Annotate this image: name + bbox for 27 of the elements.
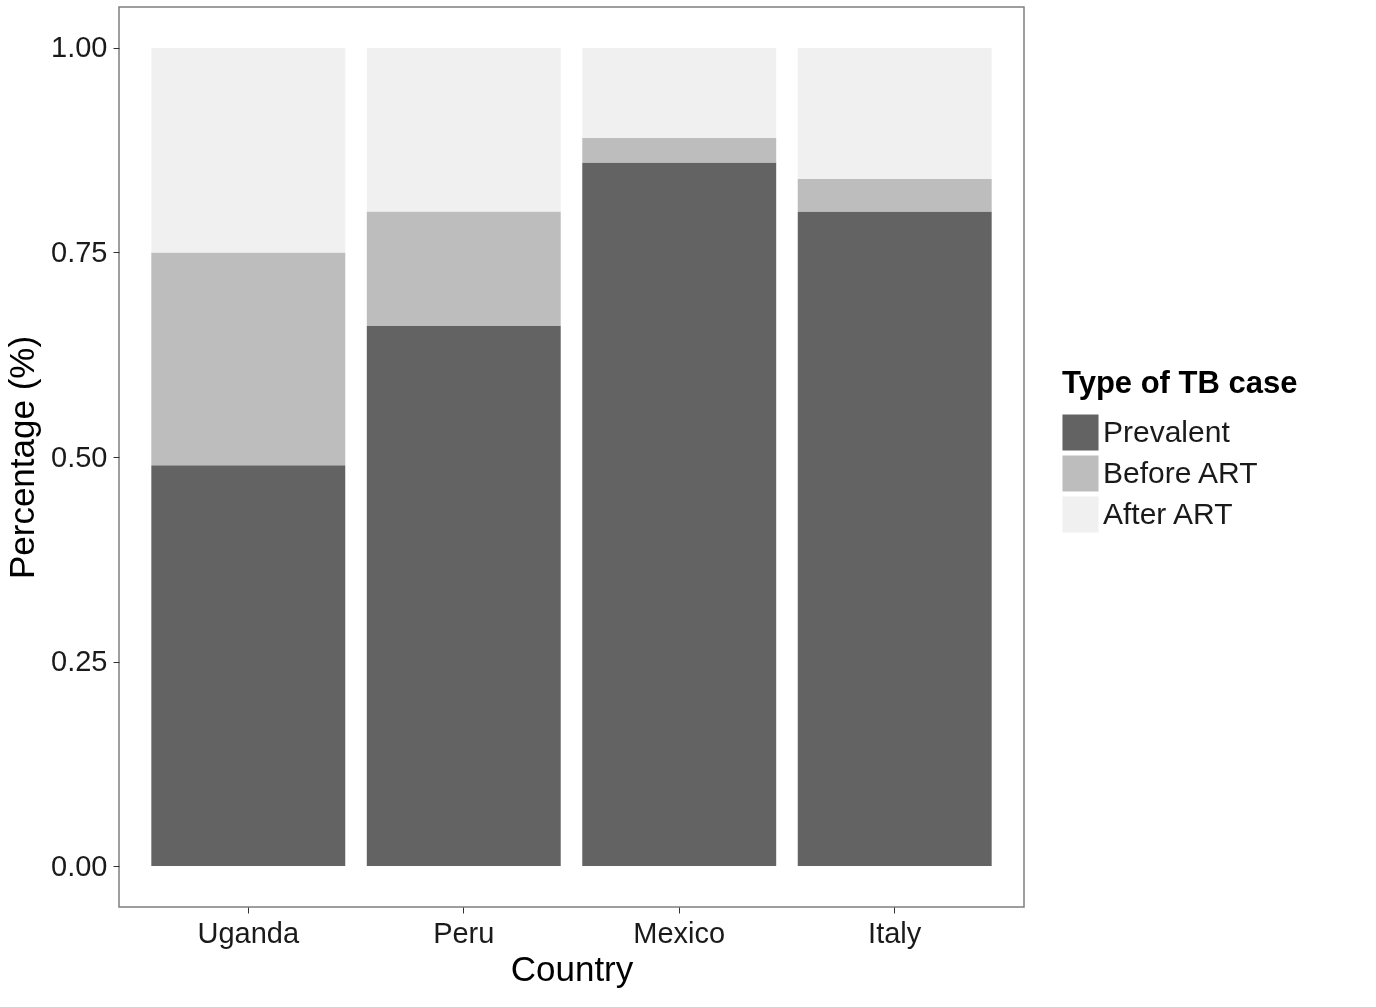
y-tick-label: 0.50 [51,440,108,473]
y-tick-label: 1.00 [51,31,108,64]
legend-label: Prevalent [1103,414,1231,448]
bar [797,211,992,867]
x-tick-label: Peru [433,916,495,949]
bar [582,162,777,867]
bar [797,178,992,212]
bar [366,47,561,212]
legend-label: Before ART [1103,455,1258,489]
bar [366,211,561,327]
bar [151,465,346,867]
bar [151,47,346,253]
y-tick-label: 0.25 [51,645,108,678]
bar [582,137,777,163]
legend-title: Type of TB case [1062,365,1298,400]
legend-label: After ART [1103,496,1233,530]
y-tick-label: 0.00 [51,849,108,882]
x-tick-label: Italy [868,916,922,949]
bar [582,47,777,138]
y-tick-label: 0.75 [51,235,108,268]
bar [366,326,561,867]
x-axis-title: Country [510,948,634,988]
x-tick-label: Uganda [197,916,300,949]
bar [797,47,992,179]
bar [151,252,346,466]
x-tick-label: Mexico [633,916,726,949]
y-axis-title: Percentage (%) [2,335,42,580]
